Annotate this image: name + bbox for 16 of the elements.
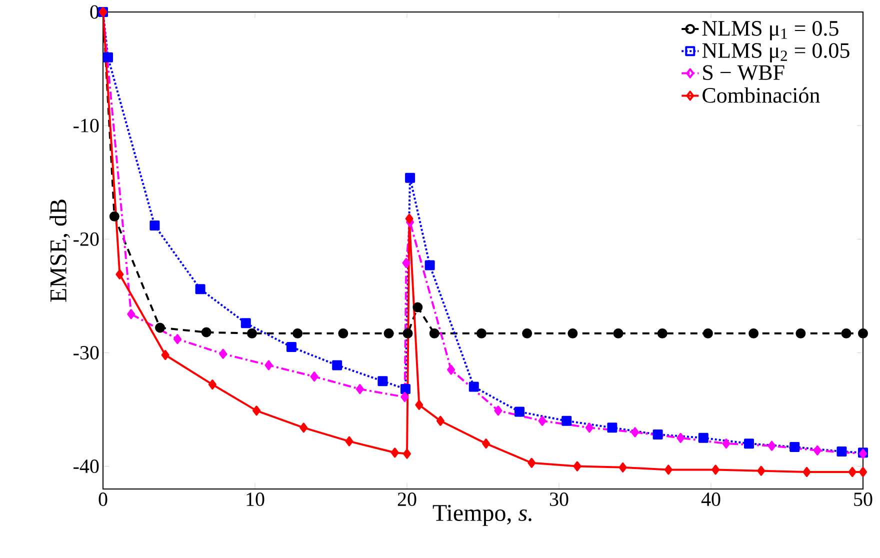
legend-label: S − WBF — [703, 65, 784, 80]
y-tick-label: -30 — [74, 346, 99, 360]
x-tick-label: 50 — [854, 492, 872, 506]
y-tick-label: -20 — [74, 232, 99, 246]
y-axis-title: EMSE, dB — [50, 200, 70, 302]
x-tick-label: 0 — [98, 492, 108, 506]
x-tick-label: 40 — [701, 492, 720, 506]
x-axis-title: Tiempo, s. — [432, 504, 532, 526]
y-tick-label: -40 — [74, 460, 99, 474]
x-tick-label: 10 — [246, 492, 264, 506]
y-tick-label: -10 — [74, 118, 99, 132]
x-tick-label: 30 — [550, 492, 568, 506]
x-tick-label: 20 — [398, 492, 416, 506]
legend-label: Combinación — [702, 87, 820, 103]
legend-label: NLMS μ$_{1}$ = 0.5 — [702, 20, 838, 40]
legend-label: NLMS μ$_{2}$ = 0.05 — [702, 43, 850, 62]
